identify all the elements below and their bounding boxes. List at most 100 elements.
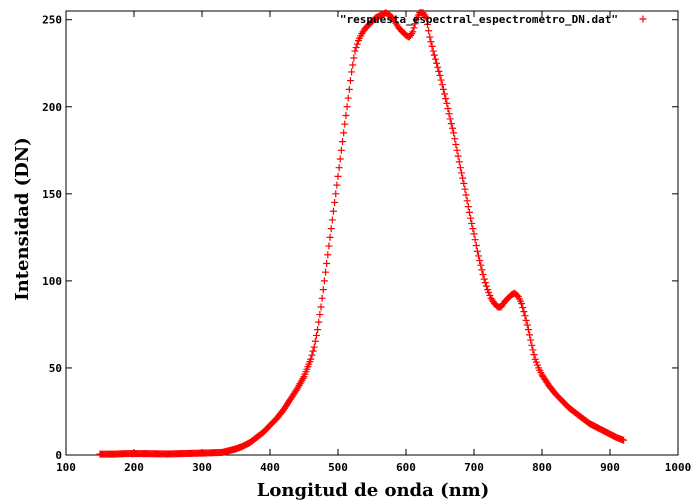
data-point bbox=[311, 337, 319, 345]
data-point bbox=[463, 197, 471, 205]
data-point bbox=[459, 174, 467, 182]
data-point bbox=[344, 94, 352, 102]
data-point bbox=[343, 103, 351, 111]
data-point bbox=[460, 179, 468, 187]
data-point bbox=[472, 241, 480, 249]
data-point bbox=[479, 270, 487, 278]
data-point bbox=[454, 152, 462, 160]
data-point bbox=[323, 259, 331, 267]
data-point bbox=[312, 331, 320, 339]
data-point bbox=[529, 346, 537, 354]
data-point bbox=[470, 230, 478, 238]
data-point bbox=[433, 59, 441, 67]
data-point bbox=[478, 266, 486, 274]
data-point bbox=[334, 172, 342, 180]
data-point bbox=[325, 242, 333, 250]
legend-marker-symbol bbox=[639, 15, 647, 23]
data-point bbox=[345, 85, 353, 93]
x-tick-label: 500 bbox=[328, 461, 348, 474]
data-point bbox=[430, 51, 438, 59]
data-point bbox=[436, 71, 444, 79]
x-tick-label: 100 bbox=[56, 461, 76, 474]
data-point bbox=[465, 208, 473, 216]
data-point bbox=[328, 216, 336, 224]
data-point bbox=[308, 351, 316, 359]
data-point bbox=[521, 312, 529, 320]
data-point bbox=[439, 85, 447, 93]
data-point bbox=[447, 120, 455, 128]
legend-series-label: "respuesta_espectral_espectrometro_DN.da… bbox=[340, 13, 618, 26]
data-point bbox=[326, 233, 334, 241]
data-point bbox=[331, 199, 339, 207]
data-point bbox=[410, 24, 418, 32]
data-point bbox=[458, 169, 466, 177]
legend: "respuesta_espectral_espectrometro_DN.da… bbox=[340, 13, 647, 26]
y-axis-label: Intensidad (DN) bbox=[12, 137, 33, 301]
data-point bbox=[431, 55, 439, 63]
data-point bbox=[522, 316, 530, 324]
data-point bbox=[428, 42, 436, 50]
data-point bbox=[620, 436, 628, 444]
data-point bbox=[422, 14, 430, 22]
data-point bbox=[519, 304, 527, 312]
data-point bbox=[352, 44, 360, 52]
data-point bbox=[528, 341, 536, 349]
data-point bbox=[441, 90, 449, 98]
x-tick-label: 300 bbox=[192, 461, 212, 474]
data-point bbox=[426, 33, 434, 41]
data-point bbox=[309, 347, 317, 355]
data-point bbox=[520, 308, 528, 316]
data-point bbox=[335, 164, 343, 172]
data-point bbox=[524, 326, 532, 334]
data-point bbox=[411, 20, 419, 28]
data-point bbox=[322, 268, 330, 276]
data-point bbox=[442, 95, 450, 103]
data-point bbox=[434, 63, 442, 71]
x-tick-label: 1000 bbox=[665, 461, 692, 474]
data-point bbox=[429, 47, 437, 55]
data-point bbox=[448, 124, 456, 132]
x-tick-label: 900 bbox=[600, 461, 620, 474]
data-point bbox=[319, 286, 327, 294]
data-point bbox=[518, 300, 526, 308]
data-point bbox=[320, 277, 328, 285]
x-tick-label: 800 bbox=[532, 461, 552, 474]
x-tick-label: 200 bbox=[124, 461, 144, 474]
data-point bbox=[444, 105, 452, 113]
data-point bbox=[351, 47, 359, 55]
y-tick-label: 100 bbox=[42, 275, 62, 288]
data-point bbox=[342, 111, 350, 119]
data-point bbox=[476, 257, 484, 265]
legend-marker bbox=[639, 15, 647, 23]
data-point bbox=[316, 311, 324, 319]
data-point bbox=[336, 155, 344, 163]
data-point bbox=[425, 27, 433, 35]
data-point bbox=[450, 129, 458, 137]
data-points bbox=[96, 9, 628, 458]
y-tick-label: 50 bbox=[49, 362, 62, 375]
data-point bbox=[427, 38, 435, 46]
data-point bbox=[307, 355, 315, 363]
data-point bbox=[480, 275, 488, 283]
data-point bbox=[523, 321, 531, 329]
data-point bbox=[350, 54, 358, 62]
data-point bbox=[337, 146, 345, 154]
data-point bbox=[324, 251, 332, 259]
x-tick-label: 600 bbox=[396, 461, 416, 474]
data-point bbox=[435, 67, 443, 75]
x-axis-label: Longitud de onda (nm) bbox=[257, 480, 490, 500]
y-axis-ticks: 0 50 100 150 200 250 bbox=[42, 14, 678, 462]
data-point bbox=[424, 20, 432, 28]
data-point bbox=[310, 343, 318, 351]
data-point bbox=[327, 225, 335, 233]
data-point bbox=[341, 120, 349, 128]
data-point bbox=[315, 318, 323, 326]
data-point bbox=[443, 99, 451, 107]
x-tick-label: 400 bbox=[260, 461, 280, 474]
data-point bbox=[471, 236, 479, 244]
data-point bbox=[461, 185, 469, 193]
data-point bbox=[475, 252, 483, 260]
data-point bbox=[452, 140, 460, 148]
data-point bbox=[468, 219, 476, 227]
